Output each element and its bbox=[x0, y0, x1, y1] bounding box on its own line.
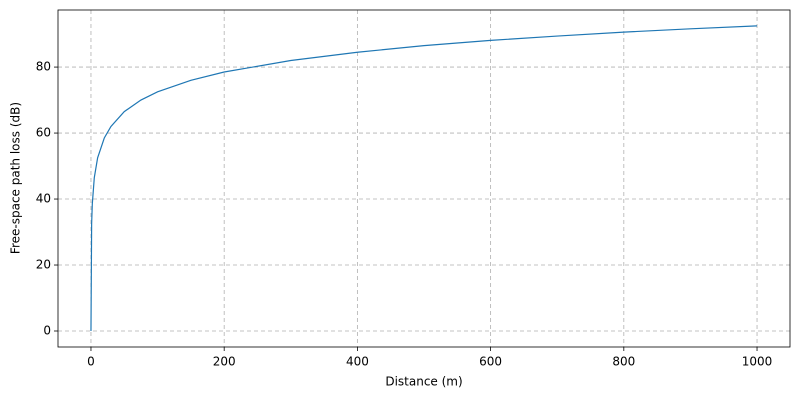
x-tick-label: 800 bbox=[612, 355, 635, 369]
x-tick-label: 1000 bbox=[742, 355, 773, 369]
y-tick-label: 40 bbox=[36, 192, 51, 206]
line bbox=[90, 25, 758, 332]
x-tick-label: 0 bbox=[87, 355, 95, 369]
y-axis-label: Free-space path loss (dB) bbox=[9, 102, 23, 254]
x-axis-label: Distance (m) bbox=[385, 375, 462, 389]
plot-frame bbox=[57, 9, 791, 348]
y-tick-label: 20 bbox=[36, 258, 51, 272]
y-tick-label: 80 bbox=[36, 60, 51, 74]
y-tick-label: 0 bbox=[43, 323, 51, 337]
x-tick-label: 200 bbox=[213, 355, 236, 369]
x-tick-label: 400 bbox=[346, 355, 369, 369]
x-tick-label: 600 bbox=[479, 355, 502, 369]
y-tick-label: 60 bbox=[36, 126, 51, 140]
